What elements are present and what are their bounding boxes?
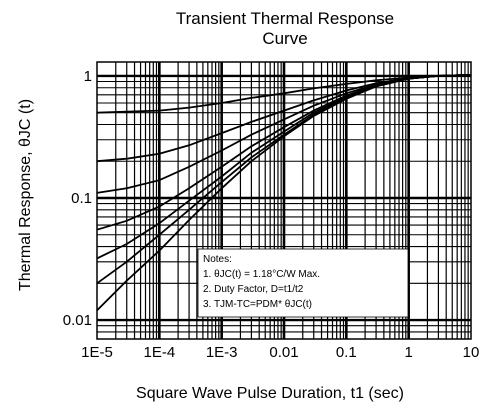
notes-background (197, 248, 409, 318)
notes-line-1: 1. θJC(t) = 1.18°C/W Max. (203, 269, 320, 280)
x-tick-label: 0.01 (269, 344, 298, 361)
series-line-7 (96, 74, 472, 114)
x-tick-label: 0.1 (336, 344, 357, 361)
y-axis-label: Thermal Response, θJC (t) (17, 99, 34, 291)
x-tick-labels: 1E-5 1E-4 1E-3 0.01 0.1 1 10 (81, 344, 479, 361)
x-tick-label: 10 (463, 344, 479, 361)
plot-frame (96, 61, 472, 340)
y-tick-label: 0.1 (71, 190, 92, 207)
x-tick-label: 1E-5 (81, 344, 113, 361)
x-tick-label: 1E-4 (143, 344, 175, 361)
y-tick-label: 0.01 (63, 312, 92, 329)
series-group (96, 74, 472, 312)
x-tick-label: 1E-3 (206, 344, 238, 361)
chart-title-line2: Curve (262, 29, 307, 48)
x-axis-label: Square Wave Pulse Duration, t1 (sec) (136, 385, 404, 402)
notes-header: Notes: (203, 254, 232, 265)
notes-line-3: 3. TJM-TC=PDM* θJC(t) (203, 299, 312, 310)
y-tick-label: 1 (84, 68, 92, 85)
chart-title-line1: Transient Thermal Response (176, 9, 394, 28)
y-tick-labels: 0.01 0.1 1 (63, 68, 92, 329)
x-tick-label: 1 (404, 344, 412, 361)
notes-box: Notes: 1. θJC(t) = 1.18°C/W Max. 2. Duty… (197, 248, 409, 318)
notes-line-2: 2. Duty Factor, D=t1/t2 (203, 284, 304, 295)
